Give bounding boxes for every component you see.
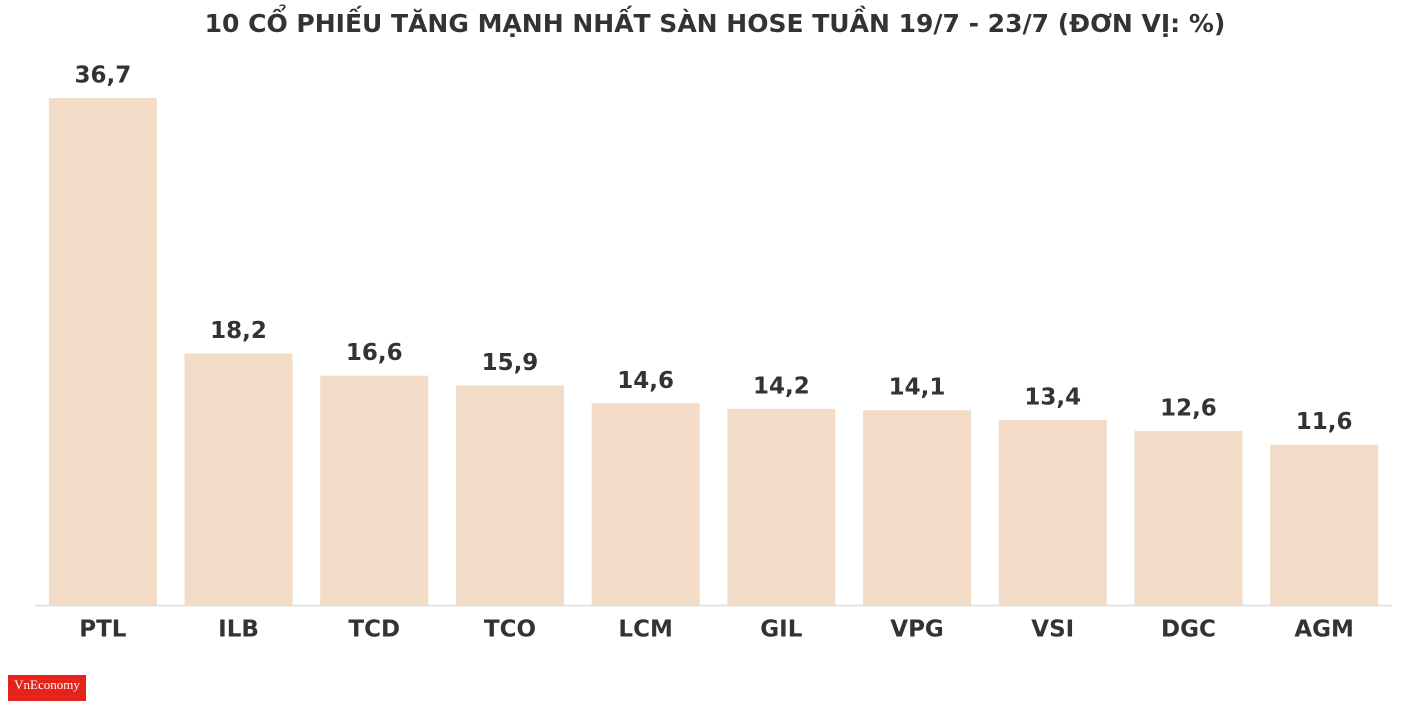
x-tick-label: TCO — [484, 617, 536, 643]
value-label: 14,6 — [617, 368, 674, 394]
x-tick-label: ILB — [218, 617, 259, 643]
value-label: 14,2 — [753, 373, 810, 399]
value-label: 16,6 — [346, 340, 403, 366]
x-tick-label: TCD — [348, 617, 400, 643]
x-tick-label: PTL — [79, 617, 127, 643]
bar — [998, 419, 1107, 605]
value-label: 11,6 — [1296, 409, 1353, 435]
x-tick-label: DGC — [1161, 617, 1216, 643]
value-label: 15,9 — [482, 350, 539, 376]
bar — [184, 353, 293, 605]
x-tick-label: GIL — [760, 617, 802, 643]
bar — [863, 410, 972, 605]
value-label: 14,1 — [889, 375, 946, 401]
x-tick-label: LCM — [618, 617, 672, 643]
logo: VnEconomy — [14, 677, 80, 692]
value-label: 13,4 — [1024, 384, 1081, 410]
value-label: 12,6 — [1160, 395, 1217, 421]
x-tick-label: AGM — [1294, 617, 1354, 643]
bar — [48, 98, 157, 605]
value-label: 36,7 — [74, 63, 131, 89]
value-label: 18,2 — [210, 318, 267, 344]
x-tick-label: VSI — [1031, 617, 1074, 643]
logo-box — [8, 675, 86, 701]
x-tick-label: VPG — [890, 617, 944, 643]
bar — [1270, 444, 1379, 605]
bar — [320, 375, 429, 605]
chart-title: 10 CỔ PHIẾU TĂNG MẠNH NHẤT SÀN HOSE TUẦN… — [205, 3, 1226, 38]
bar — [727, 408, 836, 605]
bar — [591, 403, 700, 605]
bar — [1134, 430, 1243, 605]
bar — [455, 385, 564, 605]
